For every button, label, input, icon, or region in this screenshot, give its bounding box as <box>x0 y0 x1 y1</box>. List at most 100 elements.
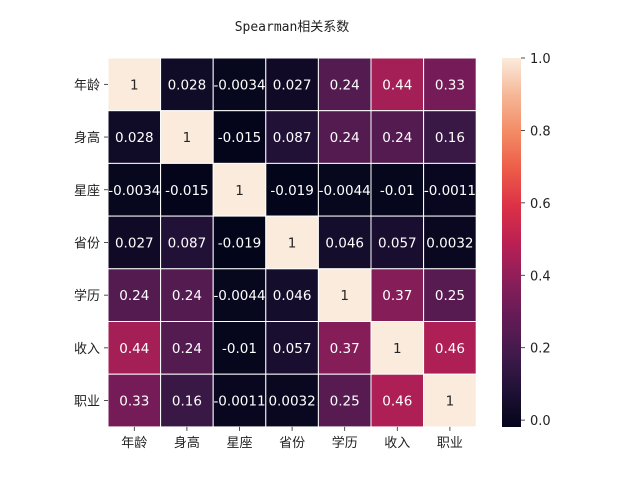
cell-value-label: 1 <box>235 183 244 199</box>
cell-value-label: 0.087 <box>273 130 312 146</box>
y-tick-label: 学历 <box>74 288 100 304</box>
cell-value-label: 0.25 <box>435 288 465 304</box>
cell-value-label: 0.0032 <box>426 235 473 251</box>
cell-value-label: 0.44 <box>119 341 149 357</box>
cell-value-label: 0.046 <box>273 288 312 304</box>
colorbar-tick-labels: 0.0 0.2 0.4 0.6 0.8 1.0 <box>521 52 551 429</box>
cell-value-label: 1 <box>340 288 349 304</box>
cell-value-label: -0.0011 <box>424 183 476 199</box>
cell-value-label: 0.33 <box>435 77 465 93</box>
cell-value-label: -0.015 <box>218 130 262 146</box>
heatmap-cell <box>265 373 319 428</box>
heatmap-cell <box>265 321 319 375</box>
cell-value-label: 0.46 <box>435 341 465 357</box>
heatmap-cell <box>107 321 162 375</box>
cell-value-label: -0.0011 <box>213 394 265 410</box>
cell-value-label: 0.057 <box>378 235 417 251</box>
heatmap-cell <box>423 162 477 217</box>
cell-value-label: 0.027 <box>115 235 154 251</box>
y-tick-label: 收入 <box>74 342 100 357</box>
colorbar-tick-label: 0.6 <box>530 197 551 212</box>
heatmap-cell <box>370 373 425 428</box>
cell-value-label: 0.16 <box>172 394 202 410</box>
cell-value-label: -0.0034 <box>108 183 160 199</box>
heatmap-cell <box>107 373 162 428</box>
cell-value-label: -0.019 <box>218 235 262 251</box>
colorbar <box>502 58 521 427</box>
cell-value-label: 0.087 <box>168 235 207 251</box>
cell-value-label: 0.24 <box>330 130 360 146</box>
cell-value-label: 0.24 <box>172 288 202 304</box>
cell-value-label: 0.046 <box>325 235 364 251</box>
cell-value-label: 0.44 <box>382 77 412 93</box>
heatmap-cell <box>160 321 214 375</box>
cell-value-label: 0.37 <box>382 288 412 304</box>
heatmap-cell <box>423 321 477 375</box>
colorbar-tick-label: 0.2 <box>530 342 551 357</box>
y-tick-label: 星座 <box>74 184 100 199</box>
x-tick-label: 身高 <box>174 435 200 451</box>
heatmap-cell <box>212 57 267 112</box>
heatmap-cell <box>265 215 319 270</box>
cell-value-label: 0.0032 <box>268 394 315 410</box>
cell-value-label: -0.0034 <box>213 77 265 93</box>
cell-value-label: 0.028 <box>115 130 154 146</box>
y-tick-label: 年龄 <box>74 78 100 93</box>
x-tick-label: 星座 <box>226 436 252 451</box>
cell-value-label: 1 <box>183 130 192 146</box>
x-tick-label: 学历 <box>332 435 358 451</box>
y-tick-label: 身高 <box>74 130 100 146</box>
heatmap-cell <box>370 57 425 112</box>
heatmap-cell <box>107 268 162 322</box>
cell-value-label: 0.25 <box>330 394 360 410</box>
heatmap-cell <box>107 215 162 270</box>
cell-value-label: 0.028 <box>168 77 207 93</box>
heatmap-cells <box>107 57 477 428</box>
cell-value-label: 1 <box>288 235 297 251</box>
y-tick-label: 职业 <box>74 395 100 410</box>
cell-value-label: -0.01 <box>222 341 257 357</box>
heatmap-cell <box>160 57 214 112</box>
heatmap-cell <box>212 162 267 217</box>
heatmap-cell <box>107 57 162 112</box>
colorbar-tick-label: 0.4 <box>530 269 551 284</box>
x-tick-label: 省份 <box>279 436 305 451</box>
heatmap-cell <box>212 373 267 428</box>
cell-value-label: 1 <box>130 77 139 93</box>
cell-value-label: -0.01 <box>380 183 415 199</box>
heatmap-cell <box>212 268 267 322</box>
cell-value-label: 0.16 <box>435 130 465 146</box>
cell-value-label: 0.24 <box>119 288 149 304</box>
cell-value-label: 0.33 <box>119 394 149 410</box>
heatmap-cell <box>265 162 319 217</box>
chart-title: Spearman相关系数 <box>235 20 350 35</box>
cell-value-label: 0.24 <box>382 130 412 146</box>
colorbar-tick-label: 1.0 <box>530 52 551 67</box>
colorbar-tick-label: 0.0 <box>530 414 551 429</box>
heatmap-cell <box>370 162 425 217</box>
heatmap-cell <box>160 162 214 217</box>
cell-value-labels: 1 0.028 -0.0034 0.027 0.24 0.44 0.33 0.028 1 -0.0… <box>108 77 476 409</box>
heatmap-cell <box>160 215 214 270</box>
x-tick-label: 职业 <box>437 436 463 451</box>
heatmap-cell <box>317 110 372 164</box>
heatmap-cell <box>423 215 477 270</box>
colorbar-tick-label: 0.8 <box>530 124 551 139</box>
cell-value-label: -0.019 <box>270 183 314 199</box>
heatmap-cell <box>317 321 372 375</box>
cell-value-label: 0.24 <box>172 341 202 357</box>
y-tick-label: 省份 <box>74 236 100 251</box>
cell-value-label: 1 <box>393 341 402 357</box>
heatmap-cell <box>212 110 267 164</box>
cell-value-label: 0.24 <box>330 77 360 93</box>
cell-value-label: 1 <box>446 394 455 410</box>
heatmap-cell <box>423 373 477 428</box>
x-tick-label: 收入 <box>384 436 410 451</box>
cell-value-label: 0.027 <box>273 77 312 93</box>
heatmap-cell <box>423 110 477 164</box>
x-tick-label: 年龄 <box>121 436 147 451</box>
cell-value-label: -0.015 <box>165 183 209 199</box>
